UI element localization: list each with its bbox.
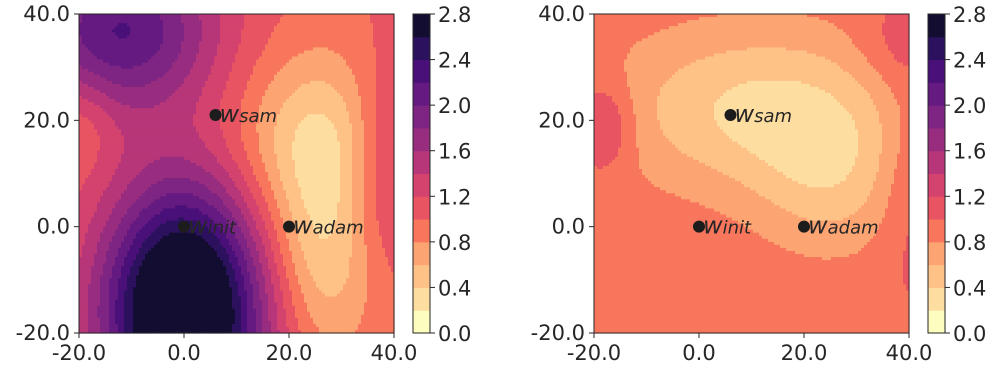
colorbar-band — [928, 59, 945, 83]
x-tick-label: 40.0 — [371, 341, 418, 365]
x-tick-label: 40.0 — [886, 341, 933, 365]
colorbar-tick-label: 0.4 — [438, 276, 471, 300]
colorbar-band — [413, 241, 430, 266]
point-sam — [724, 109, 737, 122]
x-tick-label: -20.0 — [52, 341, 106, 365]
colorbar-band — [413, 127, 430, 152]
colorbar-band — [928, 196, 945, 220]
x-tick-label: 0.0 — [167, 341, 200, 365]
colorbar-band — [928, 82, 945, 106]
point-label-adam: wadam — [808, 212, 879, 240]
y-tick-label: 40.0 — [23, 2, 70, 26]
contour-field-1 — [79, 14, 395, 334]
colorbar-band — [413, 59, 430, 83]
point-label-init: winit — [703, 212, 752, 240]
colorbar-band — [413, 105, 430, 129]
y-tick-label: 20.0 — [23, 108, 70, 132]
colorbar-tick-label: 0.8 — [438, 231, 471, 255]
colorbar-tick-label: 0.4 — [953, 276, 986, 300]
colorbar-tick-label: 2.8 — [438, 3, 471, 27]
colorbar-band — [928, 219, 945, 243]
colorbar-tick-label: 2.4 — [953, 49, 986, 73]
colorbar-tick-label: 0.0 — [438, 322, 471, 346]
colorbar-tick-label: 2.0 — [953, 94, 986, 118]
colorbar-band — [413, 36, 430, 61]
colorbar-band — [413, 14, 430, 38]
colorbar-tick-label: 1.6 — [438, 140, 471, 164]
plot-frame — [78, 13, 395, 334]
x-tick-label: 20.0 — [781, 341, 828, 365]
colorbar-frame — [412, 13, 431, 334]
colorbar-band — [413, 196, 430, 220]
point-label-init: winit — [188, 212, 237, 240]
point-label-sam: wsam — [220, 100, 278, 128]
x-tick-label: 20.0 — [266, 341, 313, 365]
panel-2: -20.0 0.0 20.0 40.0 -20.0 0.0 20.0 40.0 wsam wini… — [531, 2, 987, 365]
contour-field-2 — [594, 14, 910, 334]
point-adam — [798, 220, 810, 233]
colorbar-band — [928, 14, 945, 38]
colorbar-band — [928, 105, 945, 129]
y-tick-label: 40.0 — [538, 2, 585, 26]
colorbar-band — [413, 264, 430, 288]
colorbar-tick-label: 1.6 — [953, 140, 986, 164]
colorbar-band — [413, 219, 430, 243]
colorbar-band — [928, 310, 945, 334]
colorbar-frame — [927, 13, 946, 334]
colorbar-tick-label: 1.2 — [438, 185, 471, 209]
colorbar-tick-label: 0.0 — [953, 322, 986, 346]
colorbar-tick-label: 2.4 — [438, 49, 471, 73]
colorbar-band — [928, 287, 945, 311]
colorbar-1: 0.0 0.4 0.8 1.2 1.6 2.0 2.4 2.8 — [412, 3, 471, 346]
x-tick-label: 0.0 — [682, 341, 715, 365]
colorbar-band — [413, 150, 430, 174]
point-adam — [283, 220, 295, 233]
colorbar-tick-label: 2.0 — [438, 94, 471, 118]
point-label-sam: wsam — [735, 100, 793, 128]
colorbar-band — [413, 173, 430, 197]
y-tick-label: 20.0 — [538, 108, 585, 132]
y-tick-label: -20.0 — [16, 321, 70, 345]
colorbar-tick-label: 1.2 — [953, 185, 986, 209]
colorbar-tick-label: 2.8 — [953, 3, 986, 27]
colorbar-band — [928, 36, 945, 61]
panel-1: -20.0 0.0 20.0 40.0 -20.0 0.0 20.0 40.0 wsam wini… — [16, 2, 472, 365]
point-init — [178, 220, 190, 233]
y-tick-label: 0.0 — [552, 215, 585, 239]
point-sam — [209, 109, 222, 122]
colorbar-band — [413, 287, 430, 311]
colorbar-band — [928, 264, 945, 288]
colorbar-band — [413, 310, 430, 334]
colorbar-band — [928, 241, 945, 266]
colorbar-tick-label: 0.8 — [953, 231, 986, 255]
colorbar-band — [928, 173, 945, 197]
x-tick-label: -20.0 — [567, 341, 621, 365]
point-init — [693, 220, 705, 233]
colorbar-2: 0.0 0.4 0.8 1.2 1.6 2.0 2.4 2.8 — [927, 3, 986, 346]
plot-frame — [593, 13, 910, 334]
colorbar-band — [413, 82, 430, 106]
point-label-adam: wadam — [293, 212, 364, 240]
y-tick-label: -20.0 — [531, 321, 585, 345]
y-tick-label: 0.0 — [37, 215, 70, 239]
colorbar-band — [928, 127, 945, 152]
colorbar-band — [928, 150, 945, 174]
